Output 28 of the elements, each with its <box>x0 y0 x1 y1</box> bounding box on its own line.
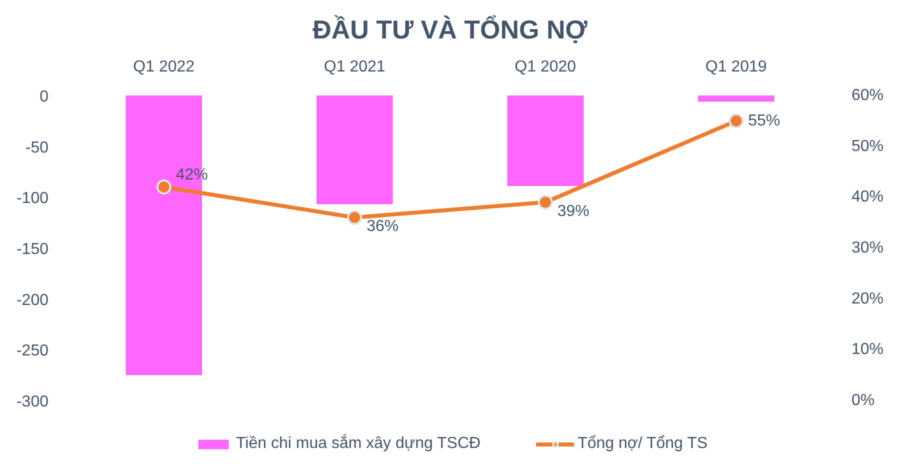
x-tick-label: Q1 2022 <box>133 58 195 76</box>
y-tick-label: -100 <box>16 190 49 208</box>
x-tick-label: Q1 2019 <box>705 58 767 76</box>
y2-tick-label: 50% <box>852 138 884 155</box>
point <box>156 180 172 194</box>
y-tick-label: -300 <box>16 394 49 410</box>
y2-tick-label: 0% <box>852 392 875 409</box>
y2-tick-label: 40% <box>852 188 884 206</box>
legend-label: Tiền chi mua sắm xây dựng TSCĐ <box>236 435 481 453</box>
y-tick-label: -200 <box>16 292 49 309</box>
y2-tick-label: 20% <box>852 290 884 308</box>
point <box>728 113 744 128</box>
data-label: 36% <box>366 218 399 235</box>
y2-tick-label: 60% <box>852 87 884 104</box>
point <box>538 194 553 210</box>
legend-label: Tổng nợ/ Tổng TS <box>578 435 708 453</box>
data-label: 55% <box>748 112 780 130</box>
y-tick-label: -250 <box>16 342 49 360</box>
data-label: 39% <box>557 202 590 220</box>
point <box>347 210 362 225</box>
y2-tick-label: 10% <box>852 341 884 358</box>
chart-title: ĐẦU TƯ VÀ TỔNG NỢ <box>312 14 588 44</box>
y-tick-label: -50 <box>25 139 49 156</box>
y-tick-label: -150 <box>16 241 49 258</box>
y2-tick-label: 30% <box>852 240 884 256</box>
x-tick-label: Q1 2020 <box>514 58 576 76</box>
x-tick-label: Q1 2021 <box>324 58 386 76</box>
y-tick-label: 0 <box>40 88 49 106</box>
